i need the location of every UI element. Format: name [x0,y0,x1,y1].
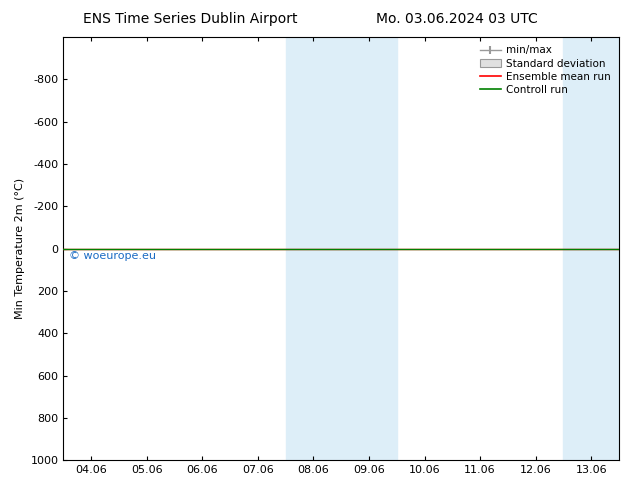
Bar [619,37,634,460]
Text: © woeurope.eu: © woeurope.eu [69,251,156,261]
Text: ENS Time Series Dublin Airport: ENS Time Series Dublin Airport [83,12,297,26]
Legend: min/max, Standard deviation, Ensemble mean run, Controll run: min/max, Standard deviation, Ensemble me… [477,42,614,98]
Y-axis label: Min Temperature 2m (°C): Min Temperature 2m (°C) [15,178,25,319]
Text: Mo. 03.06.2024 03 UTC: Mo. 03.06.2024 03 UTC [375,12,538,26]
Bar [341,37,397,460]
Bar [286,37,341,460]
Bar [564,37,619,460]
